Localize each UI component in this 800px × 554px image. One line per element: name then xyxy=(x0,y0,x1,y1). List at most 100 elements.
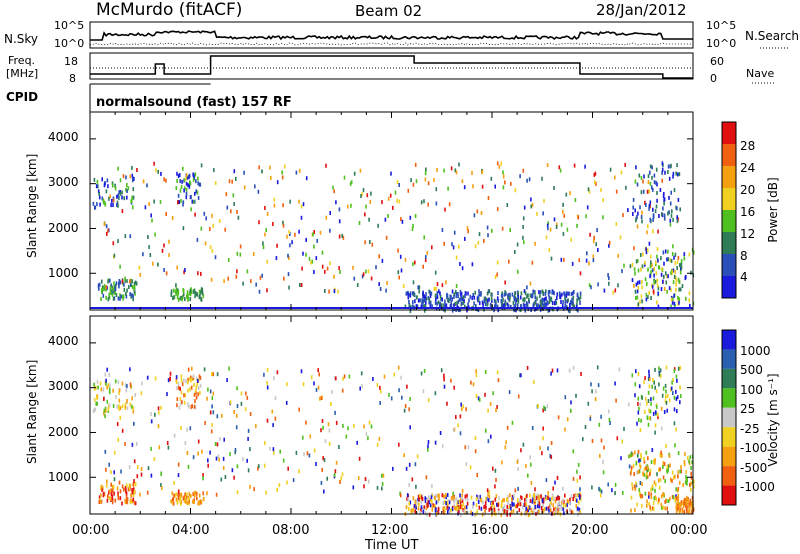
velocity-cell xyxy=(461,493,463,498)
velocity-cell xyxy=(579,475,581,480)
velocity-cell xyxy=(557,508,559,512)
velocity-cell xyxy=(546,404,549,409)
power-cell xyxy=(198,294,201,299)
power-cell xyxy=(641,285,643,290)
velocity-cell xyxy=(435,507,437,512)
power-cell xyxy=(652,187,654,192)
power-cell xyxy=(237,215,240,220)
power-cell xyxy=(122,294,124,299)
power-cell xyxy=(436,301,438,306)
velocity-cell xyxy=(535,496,538,501)
velocity-cell xyxy=(180,500,182,504)
velocity-cell xyxy=(638,458,640,463)
velocity-cell xyxy=(680,469,683,474)
velocity-cell xyxy=(521,496,523,501)
velocity-cell xyxy=(322,456,324,461)
velocity-cell xyxy=(358,456,361,461)
power-cell xyxy=(201,291,204,296)
velocity-cell xyxy=(279,449,281,454)
velocity-cell xyxy=(537,500,539,505)
velocity-cell xyxy=(644,491,647,496)
velocity-cell xyxy=(426,498,428,503)
power-cell xyxy=(281,175,284,180)
velocity-cell xyxy=(690,502,693,507)
velocity-cell xyxy=(599,453,601,458)
power-cell xyxy=(607,273,609,278)
power-cell xyxy=(261,273,263,278)
velocity-cell xyxy=(646,503,648,508)
power-cell xyxy=(481,184,484,189)
velocity-cell xyxy=(397,365,400,370)
power-cell xyxy=(370,276,373,281)
noise-right-tick-low: 10^0 xyxy=(706,37,737,50)
velocity-cell xyxy=(98,495,101,500)
power-cell xyxy=(107,279,109,284)
velocity-cell xyxy=(675,502,678,507)
power-cell xyxy=(496,304,499,309)
velocity-cell xyxy=(649,472,651,477)
velocity-cell xyxy=(335,376,337,381)
velocity-cell xyxy=(464,510,466,515)
velocity-cell xyxy=(637,396,640,401)
power-cell xyxy=(680,262,683,267)
power-cell xyxy=(670,259,673,263)
power-cell xyxy=(504,280,506,285)
power-cell xyxy=(633,267,636,272)
power-cell xyxy=(486,225,489,230)
velocity-cell xyxy=(650,460,653,464)
power-cell xyxy=(434,300,437,305)
power-cell xyxy=(418,285,421,290)
power-cell xyxy=(187,297,189,302)
power-cell xyxy=(645,203,647,207)
power-cell xyxy=(101,287,103,292)
velocity-cell xyxy=(643,456,645,461)
power-cell xyxy=(692,250,695,255)
velocity-cell xyxy=(462,404,464,409)
velocity-cell xyxy=(679,385,681,390)
power-cell xyxy=(139,272,142,277)
velocity-cell xyxy=(643,410,646,414)
power-cell xyxy=(655,180,657,185)
power-cell xyxy=(356,283,359,287)
power-cell xyxy=(654,279,657,284)
power-cell xyxy=(338,234,341,239)
power-cell xyxy=(689,303,691,308)
velocity-colorbar-title: Velocity [m s⁻¹] xyxy=(766,373,780,467)
power-cell xyxy=(179,179,181,184)
velocity-cell xyxy=(506,510,508,515)
power-cell xyxy=(649,204,651,209)
velocity-cell xyxy=(419,495,422,500)
velocity-cell xyxy=(672,495,675,500)
velocity-cell xyxy=(240,401,243,406)
power-cell xyxy=(636,224,639,229)
power-cell xyxy=(186,175,189,180)
power-cell xyxy=(97,189,100,194)
velocity-cell xyxy=(420,371,423,376)
power-cell xyxy=(442,303,444,308)
velocity-cell xyxy=(425,506,428,511)
power-cell xyxy=(670,163,672,168)
velocity-cell xyxy=(572,449,575,454)
velocity-cell xyxy=(272,423,274,428)
power-cell xyxy=(465,291,467,296)
power-cell xyxy=(501,294,504,299)
velocity-cell xyxy=(383,374,386,379)
velocity-cell xyxy=(427,499,429,504)
velocity-cell xyxy=(552,497,555,502)
velocity-cell xyxy=(485,496,487,501)
power-cell xyxy=(316,238,318,243)
velocity-cell xyxy=(425,475,428,480)
power-cell xyxy=(424,295,427,300)
velocity-cell xyxy=(437,509,440,514)
power-cell xyxy=(653,266,655,271)
velocity-cell xyxy=(388,393,390,397)
power-cell xyxy=(189,180,191,185)
velocity-cell xyxy=(673,395,676,400)
velocity-cell xyxy=(614,381,616,386)
velocity-cell xyxy=(538,509,540,514)
velocity-cell xyxy=(458,505,461,510)
power-cell xyxy=(648,290,650,295)
power-cell xyxy=(194,212,196,217)
power-cell xyxy=(672,280,675,285)
velocity-cell xyxy=(113,450,116,455)
